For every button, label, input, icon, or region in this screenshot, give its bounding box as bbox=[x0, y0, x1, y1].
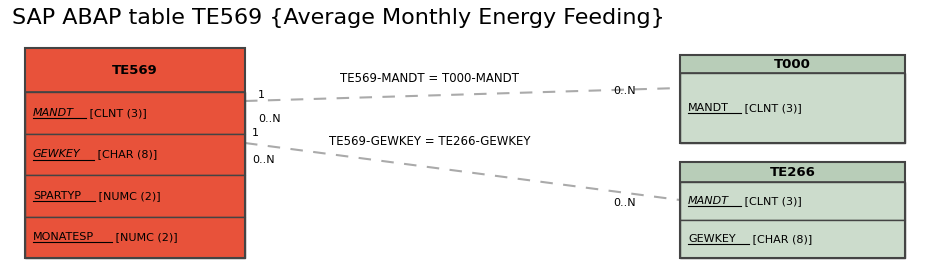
Text: 0..N: 0..N bbox=[258, 114, 280, 124]
Text: SAP ABAP table TE569 {Average Monthly Energy Feeding}: SAP ABAP table TE569 {Average Monthly En… bbox=[12, 8, 664, 28]
Text: [CLNT (3)]: [CLNT (3)] bbox=[741, 196, 801, 206]
Text: TE569-MANDT = T000-MANDT: TE569-MANDT = T000-MANDT bbox=[341, 72, 519, 85]
Text: 1: 1 bbox=[258, 90, 264, 100]
Bar bbox=[679, 220, 904, 258]
Bar bbox=[25, 48, 245, 92]
Text: GEWKEY: GEWKEY bbox=[33, 149, 81, 159]
Text: [CHAR (8)]: [CHAR (8)] bbox=[95, 149, 158, 159]
Bar bbox=[679, 73, 904, 143]
Text: TE569-GEWKEY = TE266-GEWKEY: TE569-GEWKEY = TE266-GEWKEY bbox=[329, 135, 530, 148]
Text: [CLNT (3)]: [CLNT (3)] bbox=[85, 108, 147, 118]
Text: TE569: TE569 bbox=[112, 64, 158, 76]
Text: MANDT: MANDT bbox=[688, 196, 728, 206]
Text: 0..N: 0..N bbox=[612, 198, 636, 208]
Bar bbox=[679, 55, 904, 73]
Bar bbox=[679, 55, 904, 143]
Text: T000: T000 bbox=[773, 58, 810, 71]
Text: [CHAR (8)]: [CHAR (8)] bbox=[749, 234, 812, 244]
Text: 1: 1 bbox=[251, 128, 259, 138]
Text: MANDT: MANDT bbox=[33, 108, 74, 118]
Bar bbox=[25, 48, 245, 258]
Text: [CLNT (3)]: [CLNT (3)] bbox=[740, 103, 801, 113]
Text: MONATESP: MONATESP bbox=[33, 232, 94, 242]
Bar bbox=[25, 92, 245, 134]
Bar bbox=[679, 162, 904, 182]
Bar bbox=[25, 217, 245, 258]
Bar bbox=[679, 162, 904, 258]
Text: 0..N: 0..N bbox=[251, 155, 275, 165]
Text: SPARTYP: SPARTYP bbox=[33, 191, 81, 201]
Text: GEWKEY: GEWKEY bbox=[688, 234, 735, 244]
Bar bbox=[25, 175, 245, 217]
Text: MANDT: MANDT bbox=[688, 103, 728, 113]
Bar bbox=[679, 182, 904, 220]
Bar bbox=[25, 134, 245, 175]
Text: TE266: TE266 bbox=[768, 166, 815, 179]
Text: [NUMC (2)]: [NUMC (2)] bbox=[111, 232, 177, 242]
Text: 0..N: 0..N bbox=[612, 86, 636, 96]
Text: [NUMC (2)]: [NUMC (2)] bbox=[95, 191, 161, 201]
